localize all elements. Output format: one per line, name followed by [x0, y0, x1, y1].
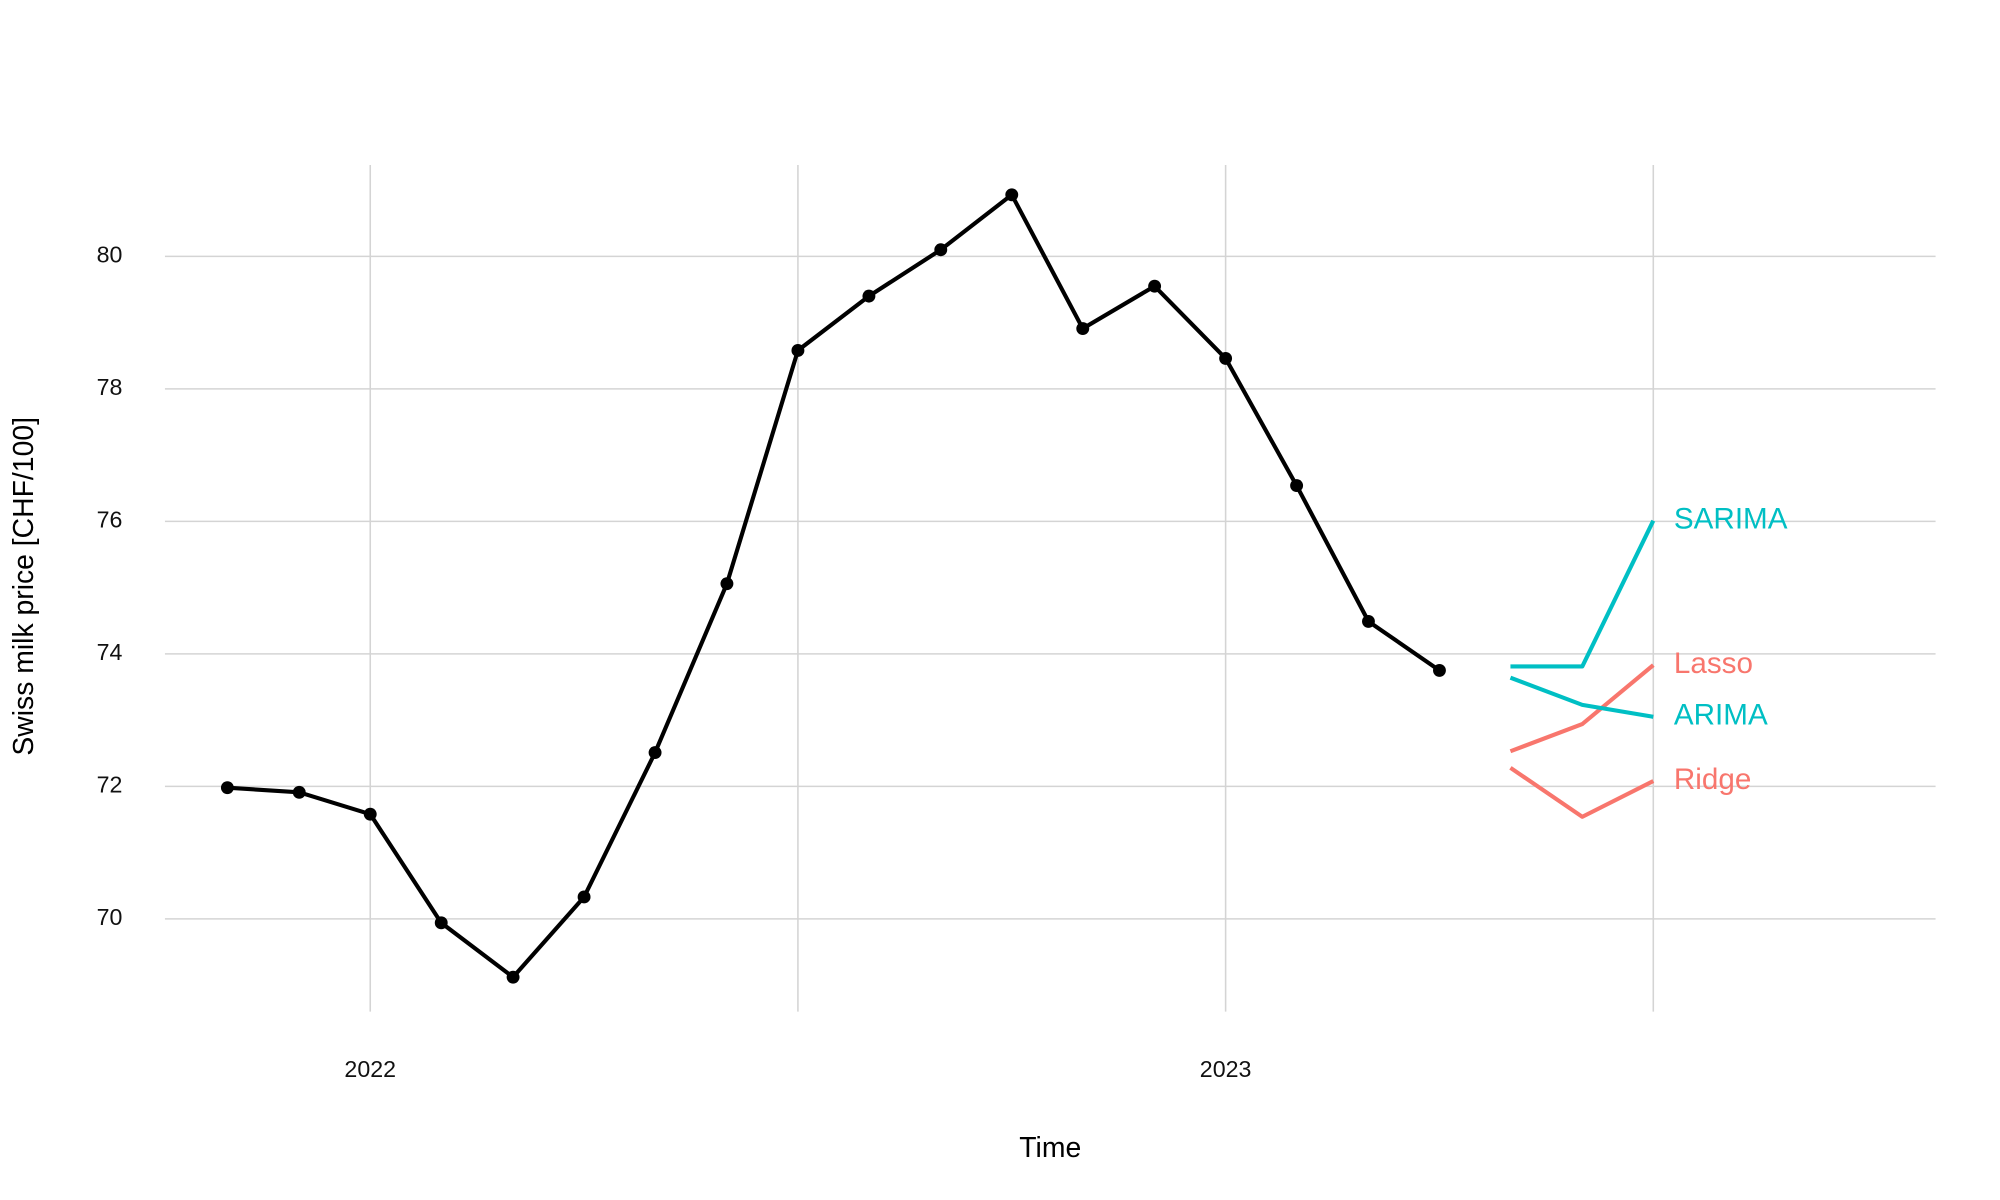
line: [1510, 519, 1656, 669]
point: [1433, 663, 1446, 677]
point: [363, 807, 377, 821]
point: [1219, 351, 1233, 365]
point: [1005, 188, 1019, 202]
series-label: Lasso: [1674, 647, 1753, 680]
y-axis-title: Swiss milk price [CHF/100]: [8, 417, 40, 756]
point: [648, 746, 662, 760]
series-label: Ridge: [1674, 763, 1751, 796]
line: [1509, 766, 1655, 819]
y-tick-label: 78: [97, 374, 123, 400]
point: [1362, 614, 1375, 628]
x-tick-label: 2022: [344, 1056, 396, 1082]
series-label: ARIMA: [1674, 699, 1768, 732]
point: [292, 785, 306, 799]
point: [934, 243, 948, 257]
line: [1509, 675, 1654, 719]
point: [506, 970, 520, 984]
point: [220, 781, 234, 795]
line: [227, 192, 1441, 980]
line: [1509, 663, 1655, 754]
y-tick-label: 72: [97, 771, 123, 797]
x-tick-label: 2023: [1200, 1056, 1252, 1082]
point: [434, 916, 448, 930]
point: [1290, 479, 1304, 493]
point: [791, 343, 805, 357]
point: [1076, 322, 1090, 336]
point: [720, 577, 734, 591]
point: [1148, 279, 1162, 293]
y-tick-label: 70: [97, 904, 123, 930]
y-tick-label: 76: [97, 506, 123, 532]
point: [577, 890, 591, 904]
point: [862, 289, 876, 303]
series-label: SARIMA: [1674, 503, 1788, 536]
x-axis-title: Time: [1019, 1132, 1081, 1164]
y-tick-label: 80: [97, 241, 123, 267]
y-tick-label: 74: [97, 639, 123, 665]
